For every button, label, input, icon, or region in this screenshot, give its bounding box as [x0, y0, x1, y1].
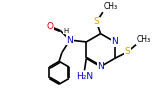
Text: H₂N: H₂N	[76, 72, 93, 81]
Text: H: H	[63, 28, 68, 34]
Text: O: O	[46, 22, 53, 31]
Text: N: N	[97, 62, 104, 71]
Text: CH₃: CH₃	[137, 35, 151, 44]
Text: CH₃: CH₃	[104, 2, 118, 11]
Text: N: N	[67, 36, 73, 45]
Text: S: S	[124, 47, 130, 56]
Text: N: N	[112, 37, 118, 46]
Text: S: S	[94, 17, 99, 26]
